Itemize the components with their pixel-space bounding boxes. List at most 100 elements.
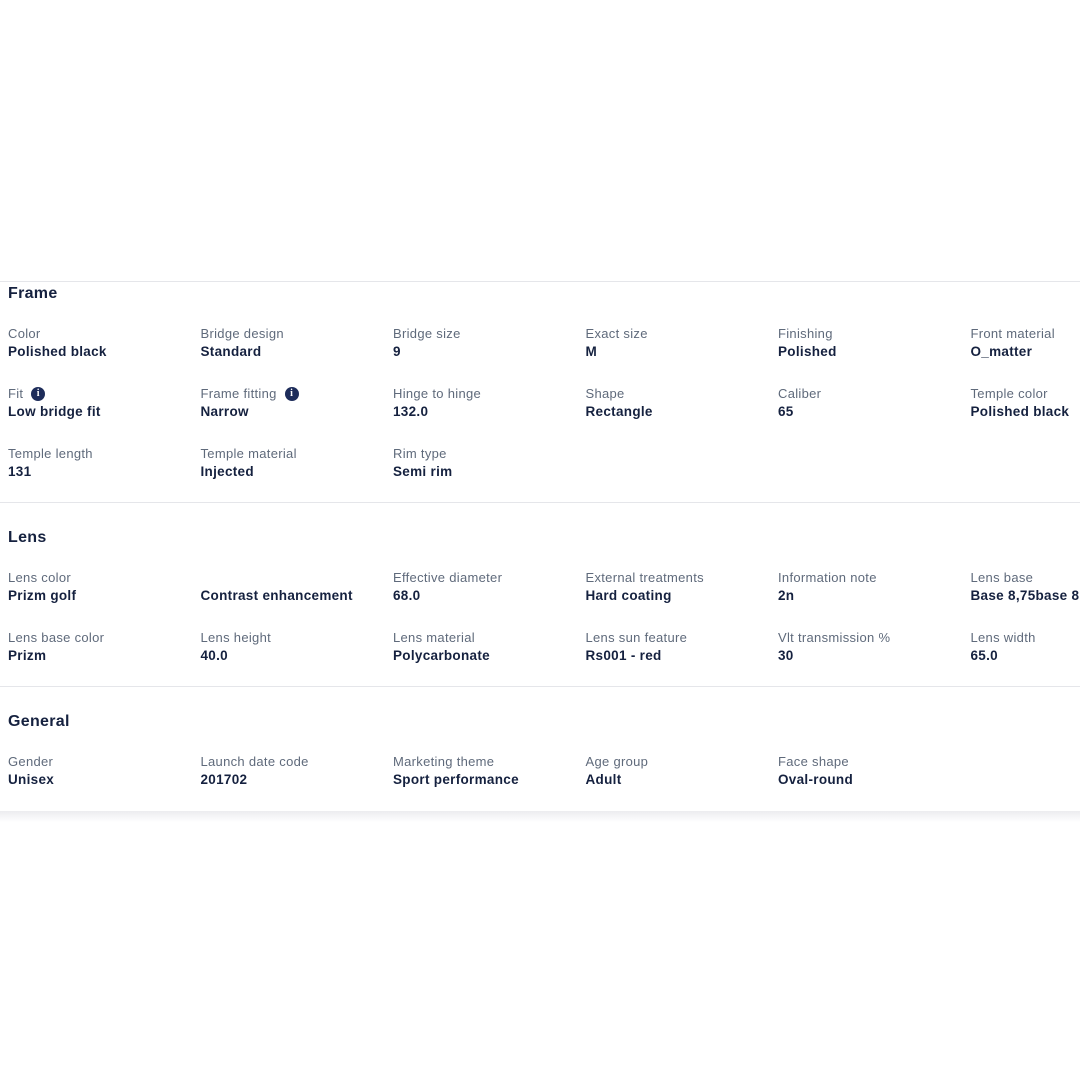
spec-label: Front material bbox=[971, 327, 1080, 341]
spec-value: Prizm bbox=[8, 648, 47, 663]
spec-label: Rim type bbox=[393, 447, 586, 461]
spec-cell: Lens material Polycarbonate bbox=[393, 631, 586, 663]
spec-value: 9 bbox=[393, 344, 401, 359]
section-frame: Frame Color Polished black Bridge design Sta… bbox=[0, 281, 1080, 502]
spec-grid: Lens color Prizm golf Contrast enhancement… bbox=[8, 571, 1080, 663]
spec-value: Narrow bbox=[200, 404, 249, 419]
spec-label-text: Caliber bbox=[778, 386, 822, 401]
spec-cell: Gender Unisex bbox=[8, 755, 201, 787]
spec-value: Polished bbox=[778, 344, 837, 359]
spec-cell: Effective diameter 68.0 bbox=[393, 571, 586, 603]
spec-value: M bbox=[585, 344, 598, 359]
spec-grid: Gender Unisex Launch date code 201702 Market… bbox=[8, 755, 1080, 787]
spec-label-text: Bridge size bbox=[393, 326, 461, 341]
spec-label-text: Marketing theme bbox=[393, 754, 495, 769]
section-title: Frame bbox=[8, 285, 58, 302]
spec-cell: Face shape Oval-round bbox=[778, 755, 971, 787]
spec-label-text: Lens base bbox=[970, 570, 1034, 585]
spec-label: Shape bbox=[586, 387, 779, 401]
spec-value: Standard bbox=[200, 344, 262, 359]
spec-value: 65.0 bbox=[970, 648, 998, 663]
spec-value: Injected bbox=[200, 464, 254, 479]
spec-label-text: Bridge design bbox=[200, 326, 284, 341]
spec-label: Effective diameter bbox=[393, 571, 586, 585]
spec-value: Hard coating bbox=[585, 588, 672, 603]
spec-label-text: External treatments bbox=[585, 570, 704, 585]
spec-cell: Lens width 65.0 bbox=[971, 631, 1080, 663]
spec-cell: Color Polished black bbox=[8, 327, 201, 359]
spec-label: Lens color bbox=[8, 571, 201, 585]
spec-cell: Frame fitting i Narrow bbox=[201, 387, 394, 419]
spec-label: Hinge to hinge bbox=[393, 387, 586, 401]
spec-value: 40.0 bbox=[200, 648, 228, 663]
spec-value: Polycarbonate bbox=[393, 648, 490, 663]
spec-label-text: Lens sun feature bbox=[585, 630, 688, 645]
spec-cell: Lens height 40.0 bbox=[201, 631, 394, 663]
spec-value: Sport performance bbox=[393, 772, 519, 787]
spec-value: 2n bbox=[778, 588, 795, 603]
spec-cell: Shape Rectangle bbox=[586, 387, 779, 419]
info-icon[interactable]: i bbox=[284, 387, 299, 401]
spec-label: Color bbox=[8, 327, 201, 341]
spec-label-text: Shape bbox=[585, 386, 625, 401]
spec-value: Contrast enhancement bbox=[200, 588, 353, 603]
spec-label: Marketing theme bbox=[393, 755, 586, 769]
spec-label-text: Face shape bbox=[778, 754, 849, 769]
spec-value: Polished black bbox=[970, 404, 1070, 419]
spec-value: Base 8,75base 8 bbox=[970, 588, 1080, 603]
spec-value: Low bridge fit bbox=[8, 404, 101, 419]
spec-label: Temple length bbox=[8, 447, 201, 461]
spec-label: Caliber bbox=[778, 387, 971, 401]
spec-label: Finishing bbox=[778, 327, 971, 341]
spec-cell: Vlt transmission % 30 bbox=[778, 631, 971, 663]
info-icon[interactable]: i bbox=[31, 387, 46, 401]
spec-label: Face shape bbox=[778, 755, 971, 769]
spec-label: External treatments bbox=[586, 571, 779, 585]
spec-label bbox=[201, 571, 394, 585]
spec-label-text: Temple length bbox=[8, 446, 93, 461]
spec-label: Exact size bbox=[586, 327, 779, 341]
spec-label: Temple color bbox=[971, 387, 1080, 401]
spec-value: Semi rim bbox=[393, 464, 453, 479]
spec-label-text: Effective diameter bbox=[393, 570, 503, 585]
spec-value: Prizm golf bbox=[8, 588, 77, 603]
spec-label: Lens height bbox=[201, 631, 394, 645]
top-whitespace bbox=[0, 0, 1080, 281]
spec-cell: Fit i Low bridge fit bbox=[8, 387, 201, 419]
spec-sections: Frame Color Polished black Bridge design Sta… bbox=[0, 281, 1080, 810]
spec-label: Bridge size bbox=[393, 327, 586, 341]
spec-cell: Bridge size 9 bbox=[393, 327, 586, 359]
spec-label: Gender bbox=[8, 755, 201, 769]
spec-cell: Information note 2n bbox=[778, 571, 971, 603]
spec-cell: Lens base Base 8,75base 8 bbox=[971, 571, 1080, 603]
spec-label-text: Launch date code bbox=[200, 754, 309, 769]
spec-grid: Color Polished black Bridge design Standard… bbox=[8, 327, 1080, 479]
section-title: Lens bbox=[8, 529, 47, 546]
spec-value: 132.0 bbox=[393, 404, 429, 419]
spec-cell: Hinge to hinge 132.0 bbox=[393, 387, 586, 419]
spec-value: 68.0 bbox=[393, 588, 421, 603]
spec-cell: Front material O_matter bbox=[971, 327, 1080, 359]
spec-cell: External treatments Hard coating bbox=[586, 571, 779, 603]
spec-label-text: Rim type bbox=[393, 446, 447, 461]
spec-label-text: Gender bbox=[8, 754, 54, 769]
spec-label: Lens material bbox=[393, 631, 586, 645]
spec-label-text: Fit bbox=[8, 386, 24, 401]
spec-cell: Contrast enhancement bbox=[201, 571, 394, 603]
spec-label: Lens sun feature bbox=[586, 631, 779, 645]
spec-value: Adult bbox=[585, 772, 622, 787]
spec-cell: Launch date code 201702 bbox=[201, 755, 394, 787]
spec-label-text: Lens height bbox=[200, 630, 272, 645]
spec-value: O_matter bbox=[970, 344, 1033, 359]
spec-label-text: Temple color bbox=[970, 386, 1048, 401]
section-general: General Gender Unisex Launch date code 20170… bbox=[0, 686, 1080, 810]
spec-label: Information note bbox=[778, 571, 971, 585]
spec-cell: Bridge design Standard bbox=[201, 327, 394, 359]
spec-cell: Lens color Prizm golf bbox=[8, 571, 201, 603]
spec-cell: Temple material Injected bbox=[201, 447, 394, 479]
spec-cell: Exact size M bbox=[586, 327, 779, 359]
spec-cell: Temple color Polished black bbox=[971, 387, 1080, 419]
spec-label: Launch date code bbox=[201, 755, 394, 769]
spec-value: 201702 bbox=[200, 772, 248, 787]
spec-cell: Lens sun feature Rs001 - red bbox=[586, 631, 779, 663]
